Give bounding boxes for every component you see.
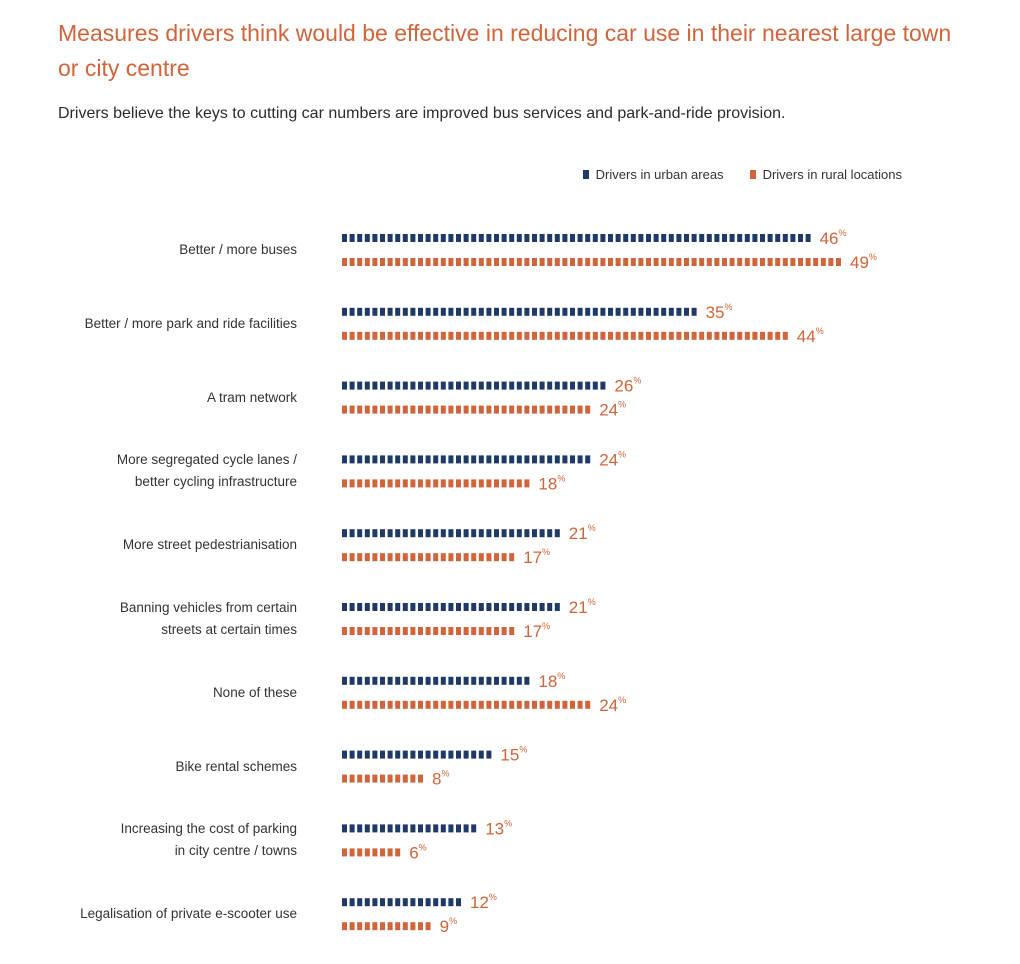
category-label-line: Increasing the cost of parking <box>120 821 297 837</box>
bar-urban <box>342 676 530 685</box>
data-label-rural: 8% <box>432 769 449 789</box>
category-label: None of these <box>20 682 297 704</box>
category-label: Better / more buses <box>20 239 297 261</box>
data-label-rural: 18% <box>538 473 565 493</box>
chart-subtitle: Drivers believe the keys to cutting car … <box>58 105 786 122</box>
bar-rural <box>342 848 401 857</box>
category-label-line: More segregated cycle lanes / <box>116 452 297 468</box>
legend-item-urban: Drivers in urban areas <box>582 167 724 182</box>
data-label-urban: 35% <box>706 302 733 322</box>
category-label-line: None of these <box>212 684 297 700</box>
bar-rural <box>342 405 591 414</box>
data-label-urban: 21% <box>569 597 596 617</box>
data-label-rural: 17% <box>523 547 550 567</box>
category-label-line: Better / more park and ride facilities <box>84 315 297 331</box>
category-label-line: Better / more buses <box>179 242 297 257</box>
category-label: Increasing the cost of parking in city ce… <box>20 818 297 862</box>
bar-urban <box>342 455 591 464</box>
chart-title: Measures drivers think would be effectiv… <box>58 20 952 81</box>
category-label-line: streets at certain times <box>161 622 297 637</box>
bar-urban <box>342 824 477 833</box>
data-label-rural: 9% <box>440 916 457 936</box>
legend-label-urban: Drivers in urban areas <box>595 167 724 182</box>
data-label-rural: 6% <box>409 842 426 862</box>
bar-urban <box>342 750 492 759</box>
data-label-rural: 17% <box>523 621 550 641</box>
category-label-line: better cycling infrastructure <box>134 474 297 490</box>
bar-rural <box>342 331 788 340</box>
data-label-urban: 46% <box>820 228 847 248</box>
legend-swatch-rural <box>749 170 756 179</box>
bar-urban <box>342 529 560 538</box>
category-label-line: in city centre / towns <box>174 843 297 859</box>
bar-rural <box>342 479 530 488</box>
data-label-rural: 49% <box>850 252 877 272</box>
category-label: Legalisation of private e-scooter use <box>20 903 297 925</box>
category-label: More street pedestrianisation <box>20 534 297 556</box>
category-label: More segregated cycle lanes / better cycl… <box>20 449 297 493</box>
category-label: Better / more park and ride facilities <box>20 313 297 335</box>
data-label-rural: 44% <box>797 326 824 346</box>
data-label-urban: 26% <box>614 376 641 396</box>
category-label-line: A tram network <box>206 389 297 405</box>
data-label-urban: 18% <box>538 671 565 691</box>
bar-rural <box>342 627 515 635</box>
category-label-line: Legalisation of private e-scooter use <box>80 906 297 922</box>
bar-rural <box>342 258 841 266</box>
category-label-line: Bike rental schemes <box>175 758 297 774</box>
bar-rural <box>342 774 423 783</box>
bar-urban <box>342 307 697 316</box>
bar-rural <box>342 553 515 562</box>
data-label-urban: 12% <box>470 892 497 912</box>
legend-label-rural: Drivers in rural locations <box>762 167 902 182</box>
category-label: Banning vehicles from certain streets at … <box>20 597 297 641</box>
category-label: A tram network <box>20 387 297 409</box>
category-label-line: More street pedestrianisation <box>122 537 297 553</box>
legend: Drivers in urban areas Drivers in rural … <box>582 167 902 182</box>
data-label-urban: 13% <box>485 818 512 838</box>
data-label-urban: 21% <box>569 523 596 543</box>
bar-rural <box>342 700 591 709</box>
bar-rural <box>342 922 431 931</box>
category-label-line: Banning vehicles from certain <box>119 600 297 615</box>
bar-urban <box>342 898 461 907</box>
data-label-urban: 24% <box>599 449 626 469</box>
data-label-rural: 24% <box>599 695 626 715</box>
category-label: Bike rental schemes <box>20 756 297 778</box>
legend-item-rural: Drivers in rural locations <box>749 167 902 182</box>
bar-urban <box>342 234 811 242</box>
bar-urban <box>342 381 606 390</box>
data-label-rural: 24% <box>599 400 626 420</box>
legend-swatch-urban <box>582 170 589 179</box>
data-label-urban: 15% <box>500 745 527 765</box>
bar-urban <box>342 603 560 611</box>
